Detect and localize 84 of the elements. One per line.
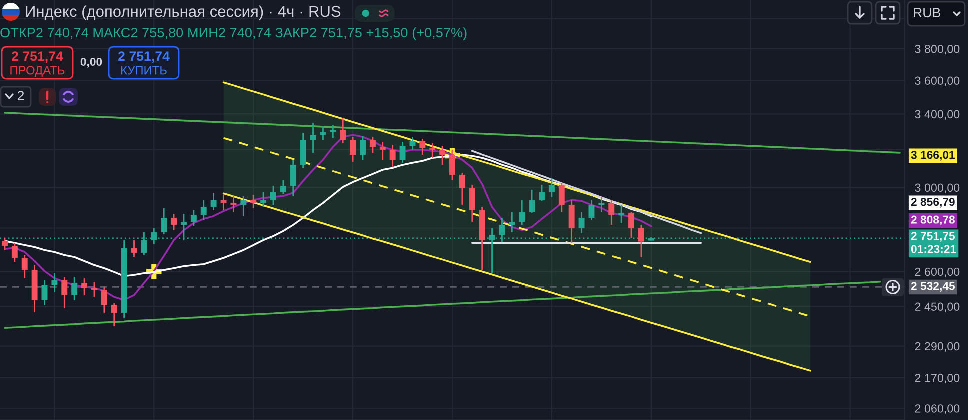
y-tick-label: 2 060,00	[915, 404, 960, 414]
y-tick-label: 2 600,00	[915, 268, 960, 278]
candlestick	[230, 194, 237, 213]
candlestick	[22, 254, 28, 280]
candlestick	[380, 141, 386, 161]
candlestick	[440, 145, 446, 166]
candlestick	[588, 199, 595, 221]
candlestick	[111, 302, 118, 328]
candlestick	[469, 184, 476, 223]
candlestick	[260, 191, 267, 208]
candlestick	[350, 136, 356, 163]
candlestick	[310, 122, 316, 154]
line-series	[4, 112, 901, 154]
annotation: 2 751,74	[12, 52, 64, 64]
line-series	[222, 192, 812, 372]
y-tick-label: 3 400,00	[915, 110, 960, 120]
candlestick	[2, 237, 8, 251]
candlestick	[161, 208, 168, 236]
y-tick-label: 2 290,00	[915, 342, 960, 352]
annotation: ПРОДАТЬ	[10, 66, 65, 77]
candlestick	[400, 141, 406, 164]
candlestick	[330, 124, 336, 139]
candlestick	[430, 142, 436, 159]
text: RUB	[914, 8, 940, 18]
candlestick	[181, 213, 187, 242]
line-series	[4, 280, 882, 330]
candlestick	[270, 185, 276, 206]
annotation: 0,00	[80, 58, 102, 68]
candlestick	[62, 276, 68, 310]
candlestick	[220, 193, 227, 211]
candlestick	[529, 189, 536, 214]
y-tick-label: 3 600,00	[915, 76, 960, 86]
candlestick	[519, 199, 526, 226]
annotation: КУПИТЬ	[121, 66, 167, 75]
candlestick	[52, 272, 58, 293]
candlestick	[200, 199, 207, 221]
candlestick	[12, 242, 18, 263]
candlestick	[628, 211, 634, 239]
candlestick	[101, 286, 108, 314]
candlestick	[340, 117, 346, 144]
candlestick	[420, 138, 426, 156]
line-series	[471, 150, 702, 234]
candlestick	[509, 211, 516, 233]
y-tick-label: 3 800,00	[915, 44, 960, 55]
candlestick	[539, 184, 545, 202]
candlestick	[410, 136, 416, 151]
candlestick	[240, 196, 247, 217]
candlestick	[578, 211, 585, 234]
ref-line-label: 2 532,45	[911, 282, 956, 292]
candlestick	[320, 125, 326, 141]
candlestick	[190, 210, 197, 227]
candlestick	[548, 178, 555, 198]
annotation: 2	[18, 91, 24, 100]
candlestick	[250, 194, 257, 209]
y-tick-label: 2 170,00	[915, 374, 960, 384]
candlestick	[82, 278, 88, 296]
candlestick	[568, 199, 575, 244]
candlestick	[459, 172, 466, 206]
y-tick-label: 2 450,00	[915, 302, 960, 312]
candlestick	[210, 192, 217, 211]
candlestick	[638, 224, 644, 258]
candlestick	[618, 204, 625, 224]
candlestick	[598, 196, 605, 213]
candlestick	[370, 136, 376, 154]
text: 2 856,79	[911, 198, 955, 208]
candlestick	[290, 159, 296, 197]
text: 3 166,01	[911, 151, 956, 161]
candlestick	[171, 213, 178, 232]
annotation: 2 751,74	[118, 52, 170, 64]
candlestick	[558, 182, 565, 213]
candlestick	[390, 144, 396, 168]
candlestick	[72, 276, 78, 301]
candlestick	[42, 279, 48, 306]
text: ОТКР2 740,74 МАКС2 755,80 МИН2 740,74 ЗАКР2 751,75 +15,50 (+0,57%)	[0, 28, 467, 40]
candlestick	[360, 135, 366, 161]
ref-line-label: 2 751,75 01:23:21	[911, 232, 956, 254]
chart-title: Индекс (дополнительная сессия) · 4ч · RUS	[26, 6, 341, 20]
line-series	[222, 82, 812, 264]
candlestick	[608, 199, 615, 226]
candlestick	[450, 149, 456, 181]
candlestick	[131, 240, 138, 258]
candlestick	[280, 179, 286, 195]
text: 2 808,78	[911, 216, 955, 226]
y-tick-label: 3 000,00	[915, 184, 960, 194]
